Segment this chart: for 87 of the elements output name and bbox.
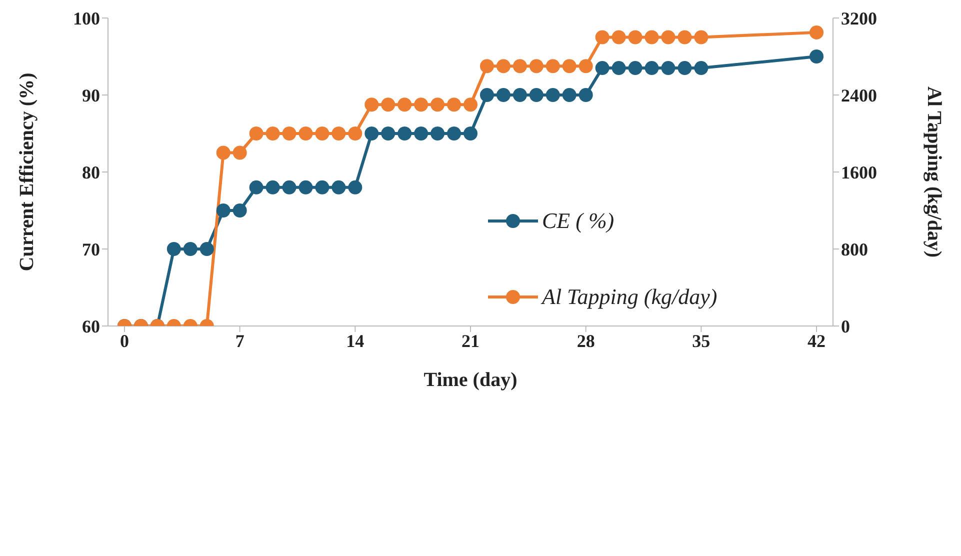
point xyxy=(546,59,560,74)
point xyxy=(232,146,247,160)
point xyxy=(562,59,576,74)
point xyxy=(332,180,346,194)
point xyxy=(298,126,313,140)
point xyxy=(381,126,396,140)
point xyxy=(414,98,428,112)
point xyxy=(381,98,396,112)
point xyxy=(430,98,445,112)
point xyxy=(464,126,478,140)
point xyxy=(529,59,544,74)
point xyxy=(644,30,659,44)
point xyxy=(249,126,264,140)
x-tick-label: 0 xyxy=(120,330,129,351)
y2-tick-label: 3200 xyxy=(841,8,877,28)
point xyxy=(480,88,494,102)
y2-tick-label: 2400 xyxy=(841,85,877,106)
point xyxy=(282,126,296,140)
point xyxy=(546,88,560,102)
point xyxy=(496,59,510,74)
point xyxy=(398,126,412,140)
point xyxy=(348,126,362,140)
point xyxy=(216,146,230,160)
x-tick-label: 35 xyxy=(692,330,710,351)
y-tick-label: 90 xyxy=(82,85,100,106)
point xyxy=(628,30,642,44)
point xyxy=(810,25,824,40)
point xyxy=(414,126,428,140)
point xyxy=(529,88,544,102)
point xyxy=(612,30,626,44)
point xyxy=(595,61,610,76)
point xyxy=(398,98,412,112)
point xyxy=(464,98,478,112)
point xyxy=(348,180,362,194)
point xyxy=(512,88,527,102)
y-tick-label: 100 xyxy=(73,8,100,28)
point xyxy=(694,61,708,76)
point xyxy=(578,88,593,102)
point xyxy=(200,242,214,256)
point xyxy=(447,98,462,112)
point xyxy=(562,88,576,102)
point xyxy=(315,180,330,194)
point xyxy=(232,204,247,218)
point xyxy=(644,61,659,76)
point xyxy=(678,30,692,44)
point xyxy=(661,30,676,44)
point xyxy=(216,204,230,218)
point xyxy=(578,59,593,74)
point xyxy=(512,59,527,74)
x-tick-label: 42 xyxy=(808,330,826,351)
x-axis-title: Time (day) xyxy=(424,369,518,391)
legend-label: Al Tapping (kg/day) xyxy=(542,284,718,310)
point xyxy=(628,61,642,76)
y2-axis-title: Al Tapping (kg/day) xyxy=(922,86,945,258)
x-tick-label: 28 xyxy=(576,330,595,351)
point xyxy=(315,126,330,140)
point xyxy=(183,242,198,256)
point xyxy=(249,180,264,194)
point xyxy=(298,180,313,194)
point xyxy=(332,126,346,140)
point xyxy=(496,88,510,102)
point xyxy=(166,242,181,256)
y2-tick-label: 0 xyxy=(841,316,850,336)
point xyxy=(810,50,824,64)
point xyxy=(678,61,692,76)
y2-tick-label: 800 xyxy=(841,239,868,260)
legend-label: CE ( %) xyxy=(542,208,614,234)
point xyxy=(595,30,610,44)
x-tick-label: 21 xyxy=(462,330,480,351)
point xyxy=(612,61,626,76)
y2-tick-label: 1600 xyxy=(841,162,877,182)
y-axis-title: Current Efficiency (%) xyxy=(16,72,38,272)
point xyxy=(694,30,708,44)
point xyxy=(282,180,296,194)
point xyxy=(447,126,462,140)
point xyxy=(364,98,379,112)
point xyxy=(430,126,445,140)
point xyxy=(661,61,676,76)
y-tick-label: 80 xyxy=(82,162,100,182)
y-tick-label: 70 xyxy=(82,239,100,260)
point xyxy=(266,126,280,140)
point xyxy=(480,59,494,74)
point xyxy=(364,126,379,140)
x-tick-label: 14 xyxy=(346,330,364,351)
y-tick-label: 60 xyxy=(82,316,100,336)
point xyxy=(266,180,280,194)
x-tick-label: 7 xyxy=(235,330,244,351)
